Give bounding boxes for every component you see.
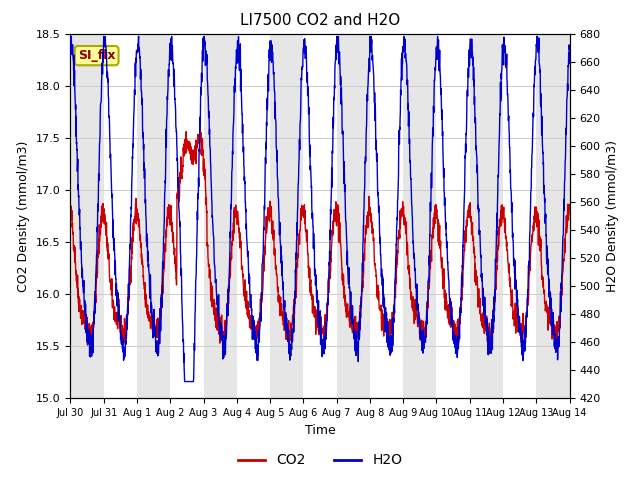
H2O (522, 331, 530, 336)
CO2 (522, 314, 530, 320)
CO2 (335, 222, 342, 228)
Bar (70, 34, 104, 398)
CO2 (346, 319, 353, 324)
H2O (536, 64, 543, 70)
H2O (566, 48, 573, 53)
Y-axis label: H2O Density (mmol/m3): H2O Density (mmol/m3) (606, 140, 619, 292)
Title: LI7500 CO2 and H2O: LI7500 CO2 and H2O (240, 13, 400, 28)
H2O (346, 286, 353, 291)
CO2 (566, 206, 573, 212)
Bar (337, 34, 370, 398)
Bar (137, 34, 170, 398)
Legend: CO2, H2O: CO2, H2O (232, 448, 408, 473)
H2O (67, 53, 74, 59)
CO2 (67, 207, 74, 213)
Bar (470, 34, 503, 398)
H2O (206, 144, 214, 150)
Bar (536, 34, 570, 398)
X-axis label: Time: Time (305, 424, 335, 437)
CO2 (321, 344, 329, 350)
CO2 (206, 266, 214, 272)
CO2 (465, 215, 473, 220)
H2O (335, 34, 342, 39)
CO2 (536, 234, 543, 240)
Bar (270, 34, 303, 398)
CO2 (196, 123, 204, 129)
Bar (403, 34, 436, 398)
Text: SI_flx: SI_flx (78, 49, 115, 62)
Y-axis label: CO2 Density (mmol/m3): CO2 Density (mmol/m3) (17, 140, 30, 292)
H2O (180, 379, 188, 384)
Line: CO2: CO2 (70, 126, 570, 347)
Line: H2O: H2O (70, 36, 570, 382)
H2O (465, 54, 473, 60)
H2O (67, 34, 75, 39)
Bar (204, 34, 237, 398)
